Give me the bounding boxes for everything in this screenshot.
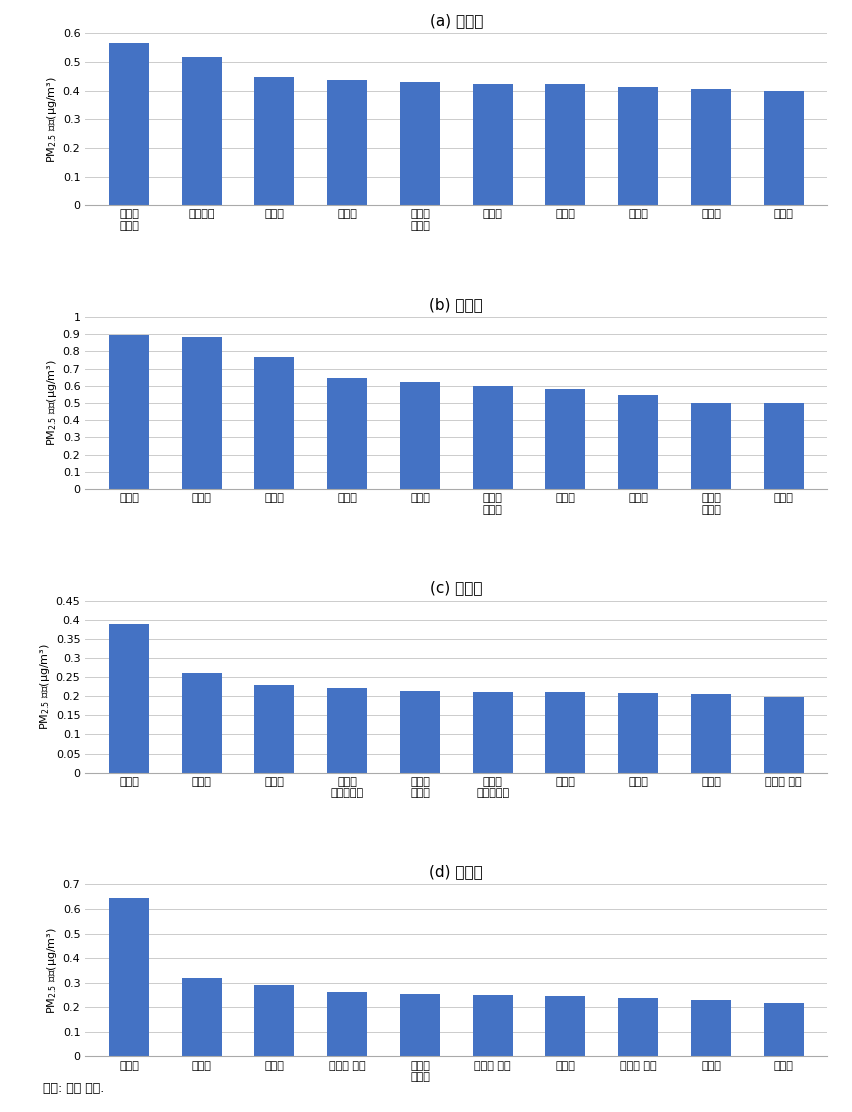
Title: (d) 남부권: (d) 남부권 [429,864,483,880]
Bar [544,85,584,206]
Bar [254,77,294,206]
Bar [618,395,658,489]
Bar [109,898,149,1056]
Y-axis label: PM$_{2.5}$ 농도(μg/m³): PM$_{2.5}$ 농도(μg/m³) [44,927,59,1014]
Y-axis label: PM$_{2.5}$ 농도(μg/m³): PM$_{2.5}$ 농도(μg/m³) [37,644,51,731]
Bar [181,979,222,1056]
Title: (c) 동남권: (c) 동남권 [429,580,482,595]
Bar [400,81,440,206]
Title: (b) 중부권: (b) 중부권 [429,297,483,311]
Bar [618,693,658,773]
Bar [690,403,730,489]
Title: (a) 수도권: (a) 수도권 [429,13,482,28]
Bar [763,1003,803,1056]
Bar [109,624,149,773]
Bar [472,693,512,773]
Bar [254,685,294,773]
Bar [544,996,584,1056]
Bar [109,43,149,206]
Bar [763,697,803,773]
Bar [763,91,803,206]
Bar [400,383,440,489]
Text: 자료: 저자 작성.: 자료: 저자 작성. [43,1082,104,1095]
Y-axis label: PM$_{2.5}$ 농도(μg/m³): PM$_{2.5}$ 농도(μg/m³) [44,76,59,162]
Bar [109,335,149,489]
Bar [254,985,294,1056]
Bar [327,992,367,1056]
Bar [690,1001,730,1056]
Bar [181,337,222,489]
Bar [327,688,367,773]
Bar [544,693,584,773]
Bar [254,357,294,489]
Bar [400,994,440,1056]
Bar [327,80,367,206]
Bar [618,87,658,206]
Bar [181,673,222,773]
Bar [472,83,512,206]
Bar [327,378,367,489]
Bar [400,692,440,773]
Bar [763,403,803,489]
Bar [472,994,512,1056]
Y-axis label: PM$_{2.5}$ 농도(μg/m³): PM$_{2.5}$ 농도(μg/m³) [44,359,59,446]
Bar [690,694,730,773]
Bar [690,89,730,206]
Bar [472,386,512,489]
Bar [181,57,222,206]
Bar [544,389,584,489]
Bar [618,997,658,1056]
